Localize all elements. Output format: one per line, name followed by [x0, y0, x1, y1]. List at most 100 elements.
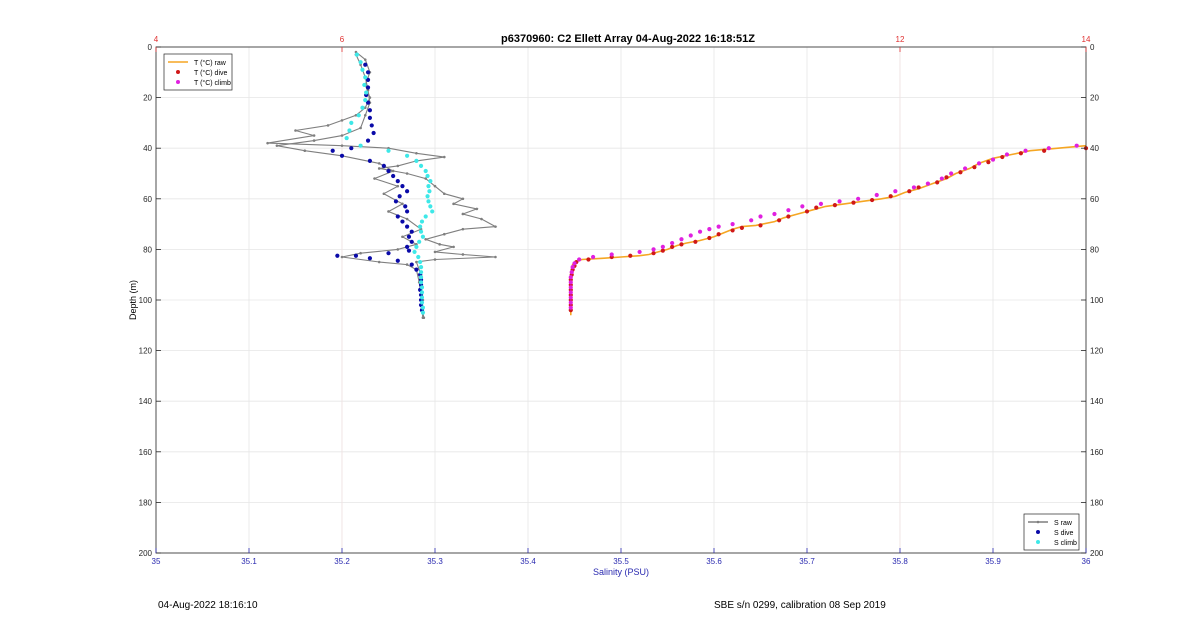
y-tick-label: 80 [143, 245, 152, 254]
data-point [772, 211, 777, 217]
data-point [786, 208, 791, 213]
data-point [382, 192, 386, 196]
data-point [422, 316, 426, 320]
data-point [377, 162, 381, 165]
y-tick-label: 100 [139, 296, 153, 305]
data-point [572, 261, 577, 266]
data-point [353, 253, 359, 258]
data-point [568, 295, 573, 300]
data-point [1018, 151, 1024, 156]
data-point [418, 270, 424, 275]
data-point [749, 218, 754, 223]
y-tick-label: 180 [139, 498, 153, 507]
data-point [628, 253, 633, 258]
data-point [707, 235, 712, 241]
data-point [832, 203, 838, 208]
y-tick-label: 120 [139, 347, 153, 356]
data-point [371, 130, 376, 136]
data-point [730, 222, 735, 227]
data-point [777, 218, 782, 223]
data-point [393, 199, 399, 204]
data-point [419, 300, 425, 305]
y-tick-label: 60 [143, 195, 152, 204]
x-bottom-tick-label: 35.5 [613, 557, 629, 566]
data-point [418, 259, 423, 265]
data-point [363, 75, 368, 80]
data-point [364, 90, 369, 95]
data-point [365, 70, 371, 75]
data-point [949, 171, 954, 176]
legend-label: T (°C) climb [194, 79, 231, 87]
data-point [569, 270, 574, 275]
data-point [452, 202, 455, 206]
data-point [395, 258, 400, 263]
data-point [972, 165, 977, 170]
series-t-c-dive [568, 146, 1089, 313]
data-point [367, 115, 372, 120]
data-point [362, 82, 367, 88]
x-top-tick-label: 12 [896, 35, 905, 44]
data-point [818, 201, 824, 206]
data-point [461, 212, 465, 216]
data-point [414, 158, 419, 163]
data-point [418, 265, 424, 270]
data-point [568, 280, 573, 285]
data-point [475, 207, 479, 211]
data-point [693, 239, 698, 244]
data-point [409, 262, 414, 267]
data-point [707, 227, 712, 232]
y-axis-label: Depth (m) [128, 280, 138, 320]
y-tick-label-right: 40 [1090, 144, 1099, 153]
data-point [1023, 148, 1028, 153]
data-point [340, 119, 344, 122]
data-point [416, 254, 421, 260]
y-tick-label-right: 140 [1090, 397, 1104, 406]
y-tick-label-right: 60 [1090, 195, 1099, 204]
legend-swatch [1036, 530, 1040, 534]
data-point [414, 267, 419, 272]
data-point [358, 60, 363, 65]
data-point [340, 255, 344, 259]
salinity-legend: S raw S dive S climb [1023, 513, 1080, 551]
data-point [804, 209, 810, 214]
data-point [360, 67, 365, 72]
data-point [730, 228, 735, 233]
legend-box [163, 53, 233, 91]
data-point [443, 232, 446, 236]
data-point [363, 106, 367, 110]
data-point [425, 173, 430, 179]
data-point [1004, 152, 1010, 157]
data-point [660, 248, 665, 253]
y-tick-label: 160 [139, 448, 153, 457]
data-point [837, 199, 842, 204]
data-point [577, 257, 582, 262]
data-point [660, 244, 665, 249]
x-axis-label: Salinity (PSU) [593, 567, 649, 577]
data-point [405, 224, 410, 229]
data-point [395, 214, 400, 219]
axes: 0 0 20 20 40 40 60 60 80 80 100 100 120 120 140 140 160 1… [139, 35, 1104, 566]
data-point [359, 251, 362, 255]
data-point [716, 232, 721, 237]
data-point [1074, 143, 1079, 148]
data-point [418, 224, 423, 229]
data-point [963, 166, 968, 171]
data-point [381, 163, 386, 169]
data-point [586, 257, 591, 262]
data-point [758, 223, 763, 228]
data-point [354, 52, 359, 57]
series-t-c-raw [569, 144, 1087, 316]
y-tick-label-right: 180 [1090, 498, 1104, 507]
data-point [356, 113, 361, 118]
data-point [340, 144, 344, 147]
x-top-tick-label: 4 [154, 35, 159, 44]
y-tick-label: 200 [139, 549, 153, 558]
data-point [679, 242, 684, 247]
data-point [461, 227, 465, 231]
data-point [461, 197, 465, 201]
data-point [420, 305, 426, 310]
data-point [359, 126, 362, 130]
data-point [326, 124, 330, 127]
data-point [433, 250, 437, 254]
